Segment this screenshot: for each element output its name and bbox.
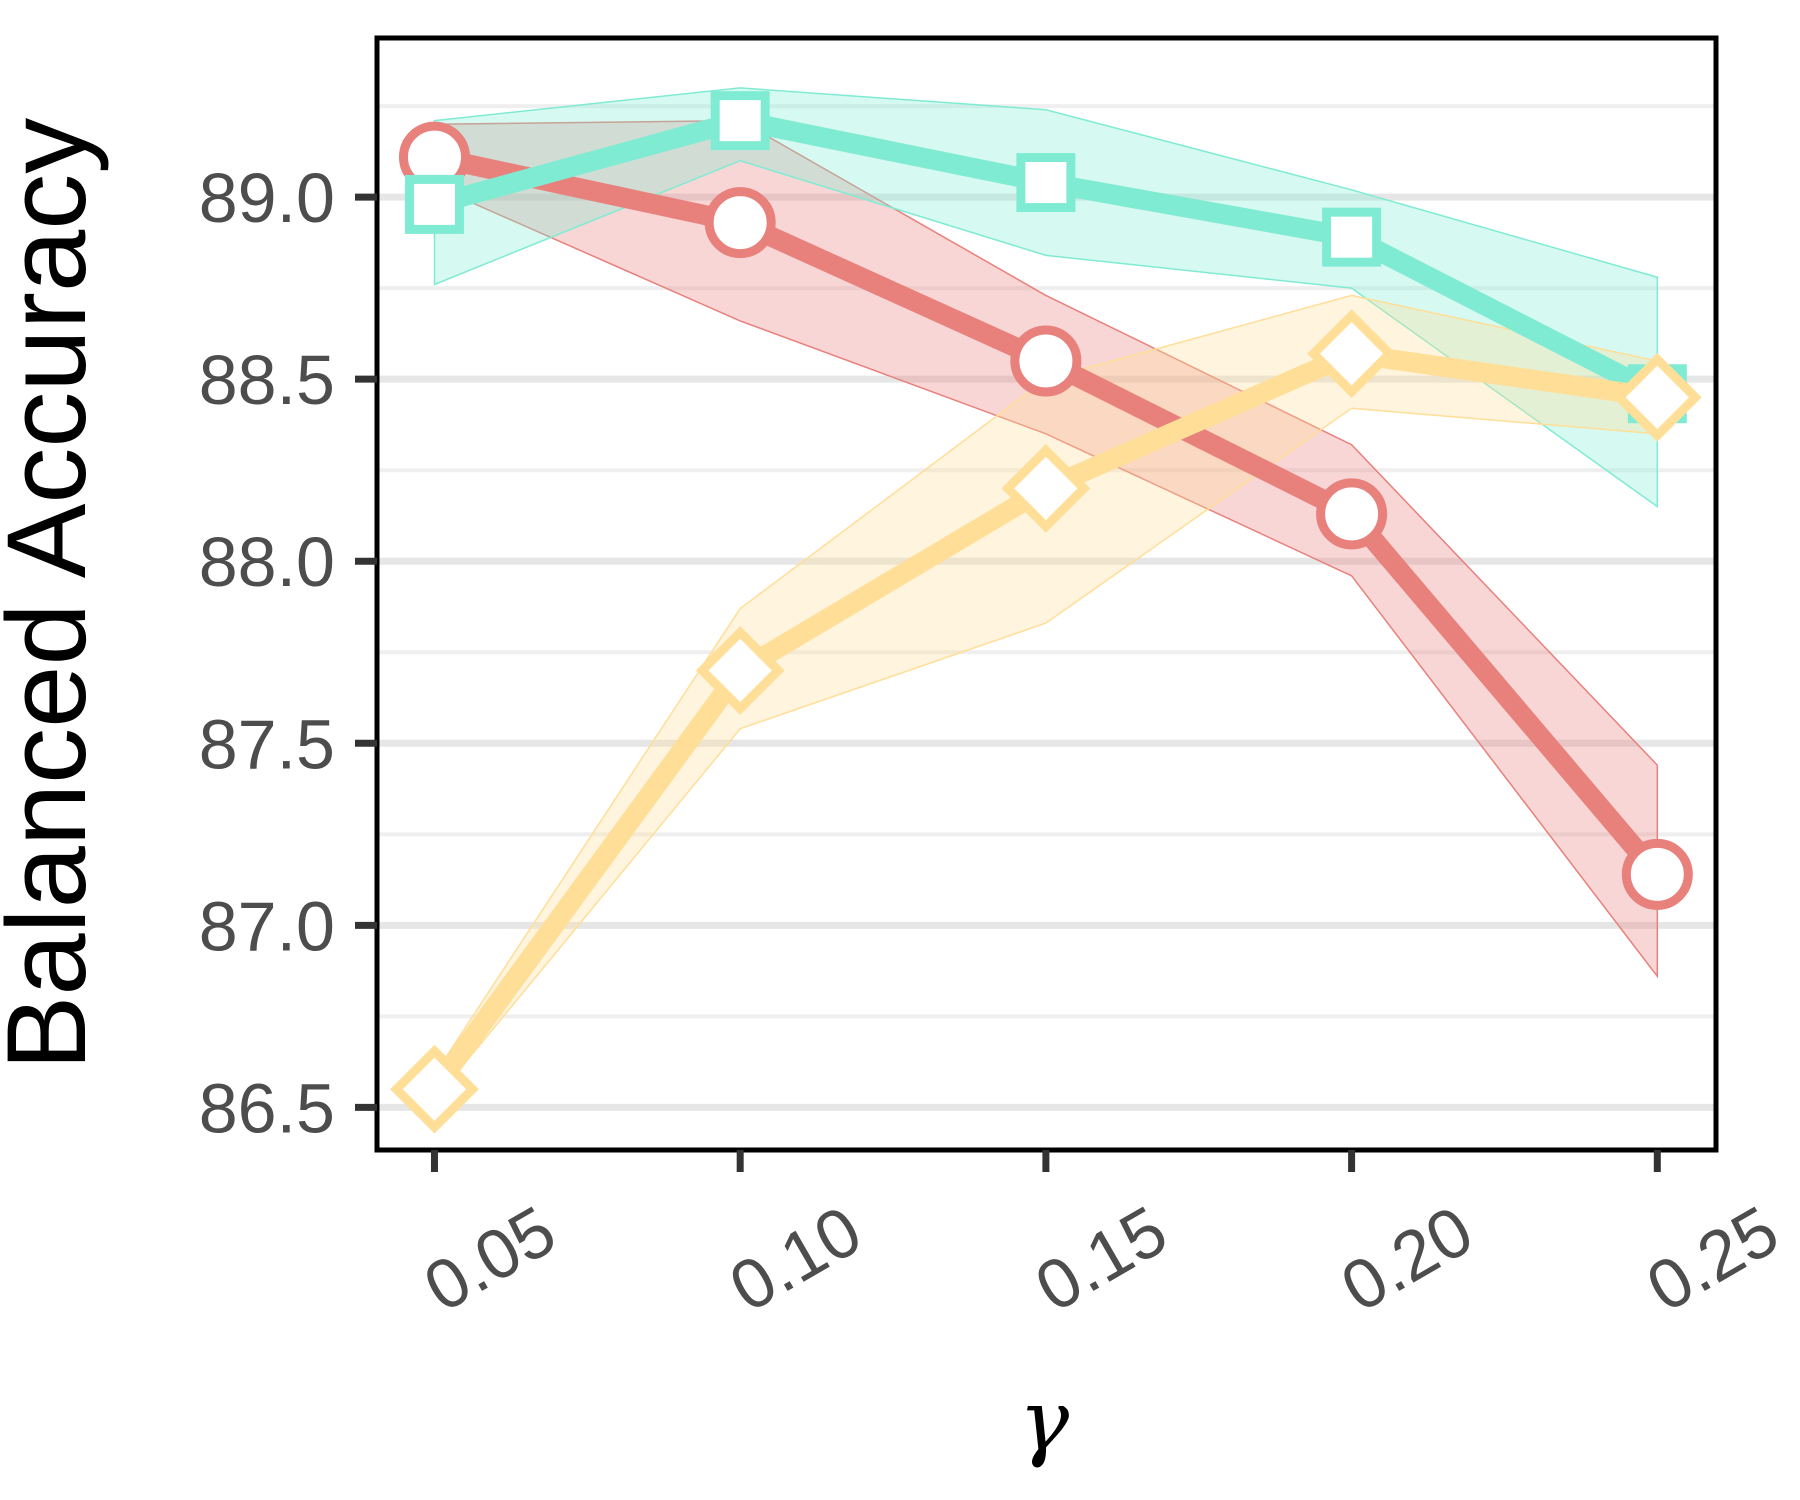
y-tick-label: 88.0 xyxy=(199,523,335,601)
diamond-marker xyxy=(1001,444,1091,533)
y-axis-label: Balanced Accuracy xyxy=(0,118,109,1071)
y-tick-label: 88.5 xyxy=(199,341,335,419)
square-marker xyxy=(710,91,770,151)
x-tick-label: 0.20 xyxy=(1328,1191,1485,1327)
circle-series-band xyxy=(433,119,1659,979)
x-tick-label: 0.10 xyxy=(717,1191,874,1327)
diamond-marker xyxy=(390,1044,479,1134)
x-tick-label: 0.25 xyxy=(1634,1191,1791,1327)
series-markers xyxy=(390,91,1702,1134)
circle-marker xyxy=(1010,325,1082,397)
x-tick-label: 0.15 xyxy=(1023,1191,1180,1327)
circle-marker xyxy=(1621,838,1693,910)
diamond-marker xyxy=(1307,309,1396,399)
diamond-marker xyxy=(695,626,785,715)
y-tick-label: 87.0 xyxy=(199,887,335,965)
square-marker xyxy=(1016,153,1076,213)
square-marker xyxy=(1322,207,1382,267)
circle-marker xyxy=(1316,478,1388,550)
diamond-marker xyxy=(1612,353,1702,442)
x-axis-label: γ xyxy=(1019,1372,1070,1470)
y-tick-label: 87.5 xyxy=(199,705,335,783)
square-marker xyxy=(404,174,464,234)
x-tick-label: 0.05 xyxy=(411,1191,568,1327)
y-tick-label: 89.0 xyxy=(199,159,335,237)
confidence-bands xyxy=(433,87,1659,1103)
y-tick-label: 86.5 xyxy=(199,1069,335,1147)
circle-marker xyxy=(704,187,776,259)
